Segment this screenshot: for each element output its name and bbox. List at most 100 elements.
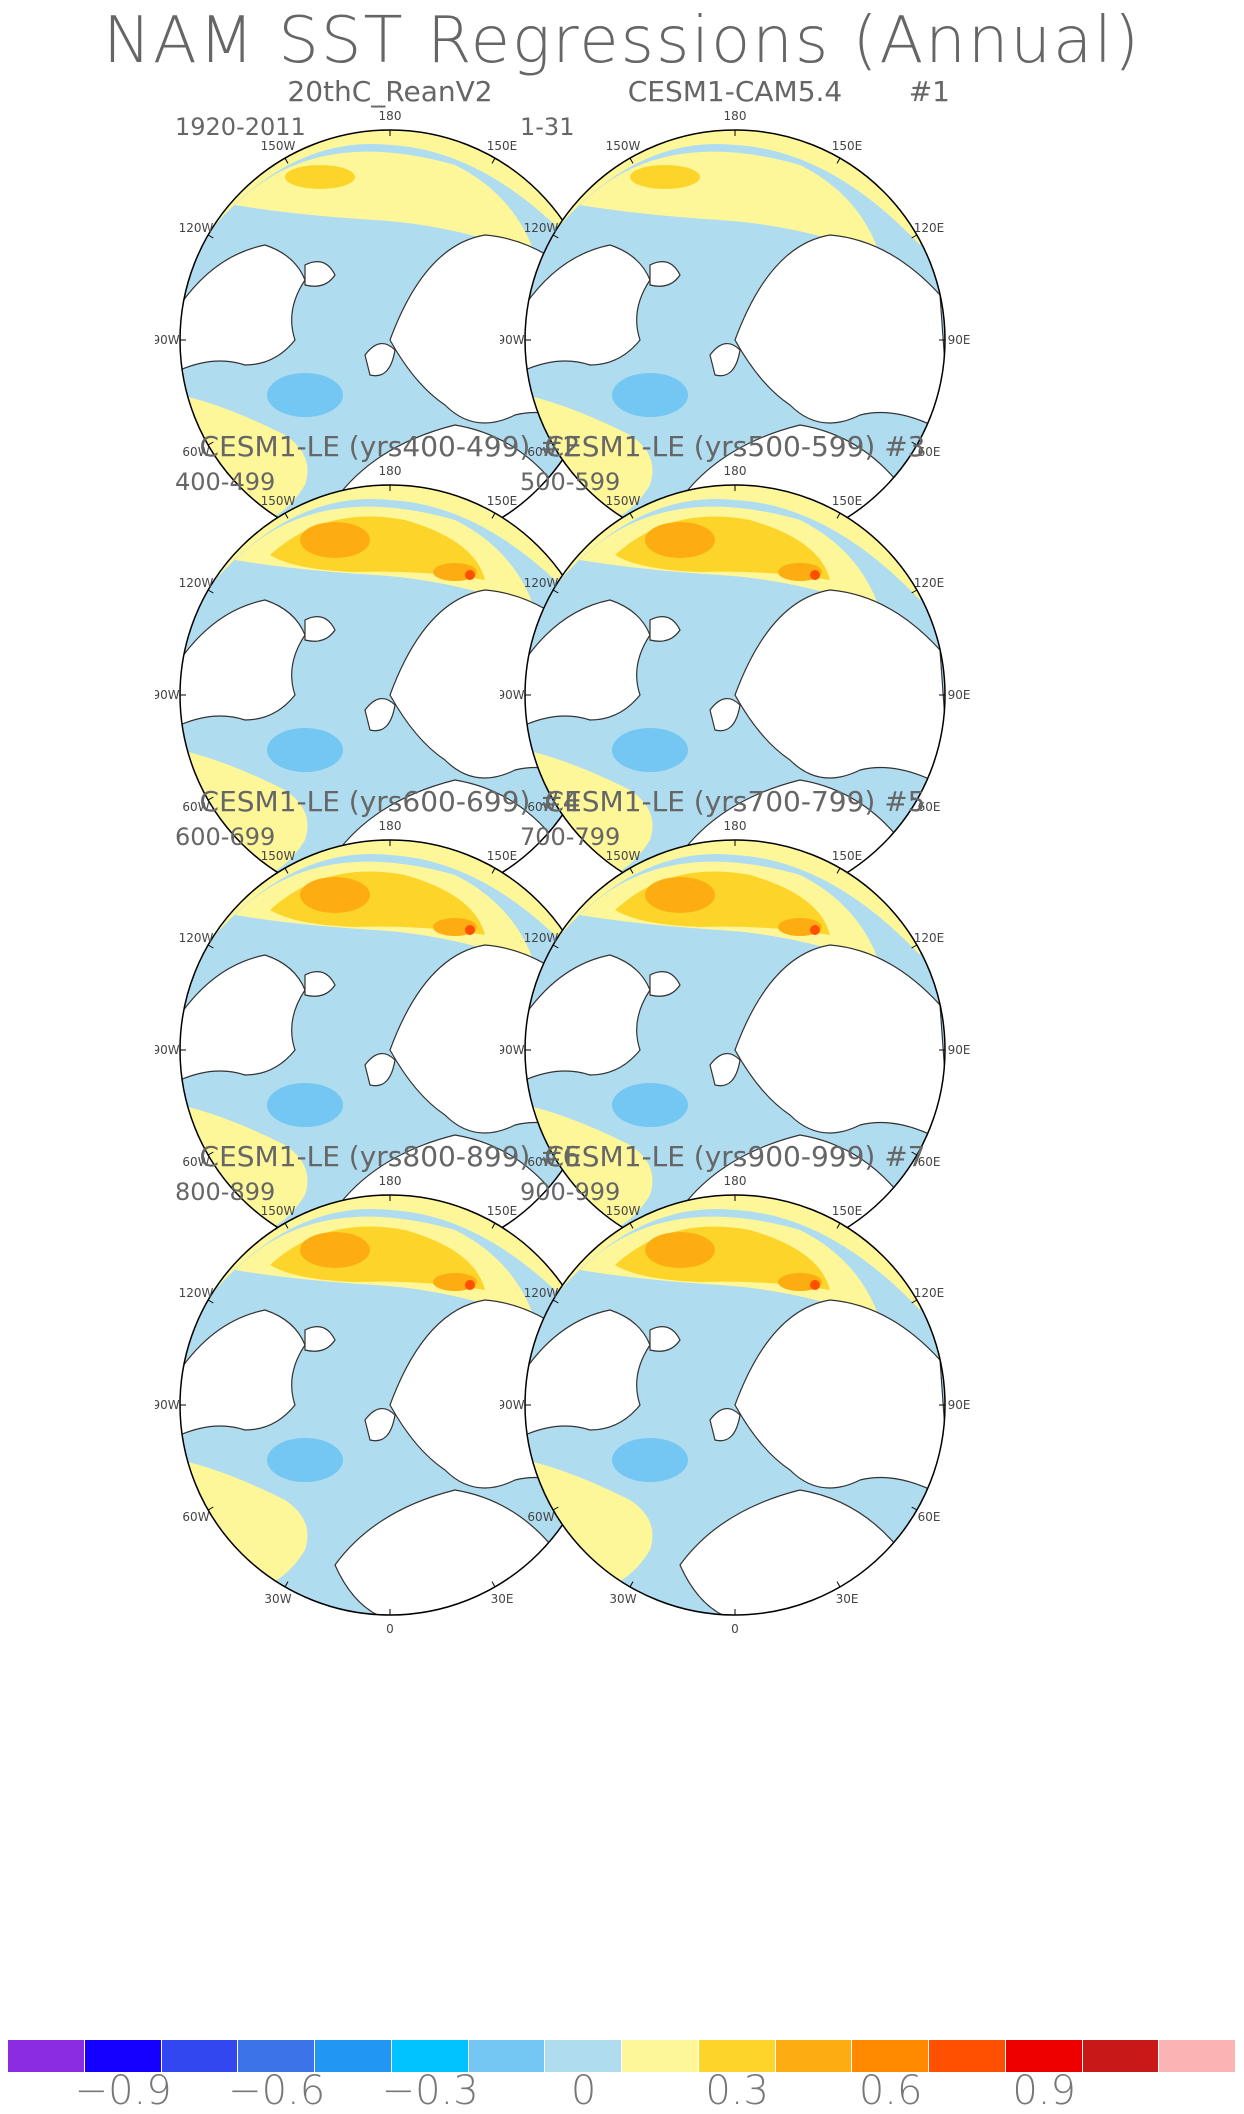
longitude-label: 150W xyxy=(606,1204,641,1218)
longitude-label: 30E xyxy=(836,1592,859,1606)
longitude-label: 150E xyxy=(487,139,518,153)
longitude-label: 120E xyxy=(914,221,945,235)
longitude-label: 90W xyxy=(500,333,525,347)
land-mass xyxy=(304,261,336,287)
panel-title: CESM1-LE (yrs600-699) #4 xyxy=(199,785,581,818)
longitude-label: 180 xyxy=(379,819,402,833)
colorbar-segment xyxy=(161,2040,239,2072)
longitude-label: 60E xyxy=(918,1155,941,1169)
land-mass xyxy=(364,698,396,732)
panel-period: 400-499 xyxy=(175,468,276,496)
longitude-label: 150E xyxy=(487,1204,518,1218)
map-panel: CESM1-CAM5.4#1180150E120E90E60E30E030W60… xyxy=(500,75,970,571)
longitude-label: 30E xyxy=(491,1592,514,1606)
longitude-label: 60W xyxy=(527,1510,554,1524)
longitude-label: 60E xyxy=(918,800,941,814)
longitude-label: 150W xyxy=(606,494,641,508)
sst-field xyxy=(525,485,945,905)
longitude-label: 120W xyxy=(179,576,214,590)
map-panel: CESM1-LE (yrs500-599) #3 180 150E 120E 90E 60… xyxy=(500,430,970,926)
colorbar-segment xyxy=(1159,2040,1236,2072)
land-mass xyxy=(364,1053,396,1087)
panel-period: 1-31 xyxy=(520,113,575,141)
colorbar-segment xyxy=(238,2040,315,2072)
colorbar-segment xyxy=(84,2040,162,2072)
longitude-label: 120W xyxy=(524,931,559,945)
land-mass xyxy=(525,1309,651,1436)
longitude-label: 180 xyxy=(379,109,402,123)
panel-title: CESM1-LE (yrs500-599) #3 xyxy=(544,430,926,463)
longitude-label: 120W xyxy=(179,1286,214,1300)
panel-period: 1920-2011 xyxy=(175,113,306,141)
panel-title: CESM1-CAM5.4 xyxy=(627,75,843,108)
longitude-label: 60W xyxy=(182,445,209,459)
land-mass xyxy=(709,343,741,377)
longitude-label: 90W xyxy=(500,688,525,702)
longitude-label: 60W xyxy=(527,445,554,459)
colorbar-segment xyxy=(929,2040,1006,2072)
longitude-label: 90E xyxy=(948,688,970,702)
longitude-label: 60E xyxy=(918,445,941,459)
colorbar-tick-label: 0.9 xyxy=(1012,2068,1076,2114)
sst-field xyxy=(180,840,600,1260)
panel-period: 600-699 xyxy=(175,823,276,851)
colorbar-tick-label: 0 xyxy=(570,2068,597,2114)
longitude-label: 120E xyxy=(914,1286,945,1300)
map-panel: CESM1-LE (yrs600-699) #4180150E120E90E60… xyxy=(155,785,625,1281)
colorbar-tick-label: −0.6 xyxy=(228,2068,326,2114)
land-mass xyxy=(709,698,741,732)
land-mass xyxy=(709,1408,741,1442)
longitude-label: 90W xyxy=(500,1043,525,1057)
longitude-label: 150W xyxy=(261,849,296,863)
longitude-label: 120E xyxy=(914,931,945,945)
longitude-label: 120W xyxy=(524,576,559,590)
longitude-label: 90W xyxy=(155,1398,180,1412)
longitude-label: 150W xyxy=(606,849,641,863)
sst-field xyxy=(180,130,600,550)
land-mass xyxy=(180,1309,306,1436)
longitude-label: 30W xyxy=(609,1592,636,1606)
land-mass xyxy=(304,971,336,997)
longitude-label: 60W xyxy=(527,1155,554,1169)
land-mass xyxy=(649,971,681,997)
longitude-label: 120W xyxy=(524,221,559,235)
longitude-label: 90W xyxy=(155,333,180,347)
land-mass xyxy=(525,954,651,1081)
land-mass xyxy=(709,1053,741,1087)
panel-period: 900-999 xyxy=(520,1178,621,1206)
colorbar-tick-label: −0.9 xyxy=(74,2068,172,2114)
longitude-label: 60W xyxy=(182,1510,209,1524)
land-mass xyxy=(364,343,396,377)
colorbar-tick-label: −0.3 xyxy=(381,2068,479,2114)
longitude-label: 30W xyxy=(264,1592,291,1606)
longitude-label: 150E xyxy=(832,849,863,863)
longitude-label: 180 xyxy=(724,109,747,123)
colorbar xyxy=(8,2040,1236,2072)
sst-field xyxy=(525,1195,945,1615)
longitude-label: 180 xyxy=(724,1174,747,1188)
land-mass xyxy=(649,616,681,642)
longitude-label: 150W xyxy=(261,139,296,153)
longitude-label: 60W xyxy=(182,800,209,814)
land-mass xyxy=(649,261,681,287)
colorbar-segment xyxy=(391,2040,469,2072)
colorbar-segment xyxy=(8,2040,85,2072)
longitude-label: 90W xyxy=(155,688,180,702)
panel-title: CESM1-LE (yrs800-899) #6 xyxy=(199,1140,581,1173)
land-mass xyxy=(525,599,651,726)
longitude-label: 90E xyxy=(948,1398,970,1412)
sst-field xyxy=(180,1195,600,1615)
longitude-label: 90W xyxy=(155,1043,180,1057)
longitude-label: 150W xyxy=(261,494,296,508)
longitude-label: 150E xyxy=(832,494,863,508)
land-mass xyxy=(180,244,306,371)
longitude-label: 0 xyxy=(731,1622,739,1636)
colorbar-segment xyxy=(545,2040,622,2072)
longitude-label: 150E xyxy=(832,1204,863,1218)
land-mass xyxy=(364,1408,396,1442)
longitude-label: 180 xyxy=(724,464,747,478)
panel-period: 800-899 xyxy=(175,1178,276,1206)
longitude-label: 90W xyxy=(500,1398,525,1412)
